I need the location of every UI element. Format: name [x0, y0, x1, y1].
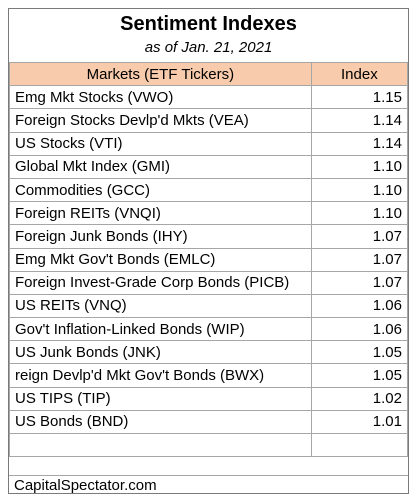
market-cell: Foreign Stocks Devlp'd Mkts (VEA) — [9, 108, 312, 133]
source-footer: CapitalSpectator.com — [9, 475, 408, 495]
table-row: Emg Mkt Stocks (VWO) 1.15 — [9, 85, 409, 110]
market-cell: Global Mkt Index (GMI) — [9, 154, 312, 179]
table-row: Commodities (GCC) 1.10 — [9, 177, 409, 203]
index-cell: 1.14 — [310, 108, 409, 133]
index-cell: 1.10 — [310, 201, 409, 226]
table-title: Sentiment Indexes — [120, 13, 297, 35]
table-row: reign Devlp'd Mkt Gov't Bonds (BWX) 1.05 — [9, 363, 409, 388]
index-cell: 1.05 — [310, 363, 409, 388]
table-row: US Stocks (VTI) 1.14 — [9, 131, 409, 156]
column-header-markets: Markets (ETF Tickers) — [9, 61, 312, 87]
market-cell: Commodities (GCC) — [9, 177, 312, 203]
table-row: US Bonds (BND) 1.01 — [9, 409, 409, 435]
column-header-index: Index — [310, 61, 409, 87]
table-row: Gov't Inflation-Linked Bonds (WIP) 1.06 — [9, 317, 409, 342]
table-row: Foreign Stocks Devlp'd Mkts (VEA) 1.14 — [9, 108, 409, 133]
market-cell: US Junk Bonds (JNK) — [9, 340, 312, 365]
market-cell: Foreign REITs (VNQI) — [9, 201, 312, 226]
table-row: US TIPS (TIP) 1.02 — [9, 386, 409, 411]
index-cell: 1.07 — [310, 224, 409, 249]
table-row: US REITs (VNQ) 1.06 — [9, 293, 409, 319]
index-cell: 1.07 — [310, 247, 409, 272]
sentiment-table: Markets (ETF Tickers) Index Emg Mkt Stoc… — [9, 61, 409, 457]
market-cell: US Stocks (VTI) — [9, 131, 312, 156]
market-cell: Emg Mkt Gov't Bonds (EMLC) — [9, 247, 312, 272]
empty-cell — [9, 433, 312, 457]
index-cell: 1.06 — [310, 317, 409, 342]
index-cell: 1.10 — [310, 154, 409, 179]
index-cell: 1.06 — [310, 293, 409, 319]
market-cell: Foreign Junk Bonds (IHY) — [9, 224, 312, 249]
table-row: Global Mkt Index (GMI) 1.10 — [9, 154, 409, 179]
market-cell: Emg Mkt Stocks (VWO) — [9, 85, 312, 110]
table-row: Foreign REITs (VNQI) 1.10 — [9, 201, 409, 226]
market-cell: Gov't Inflation-Linked Bonds (WIP) — [9, 317, 312, 342]
market-cell: US Bonds (BND) — [9, 409, 312, 435]
table-row: US Junk Bonds (JNK) 1.05 — [9, 340, 409, 365]
table-row: Foreign Invest-Grade Corp Bonds (PICB) 1.… — [9, 270, 409, 295]
market-cell: US TIPS (TIP) — [9, 386, 312, 411]
market-cell: reign Devlp'd Mkt Gov't Bonds (BWX) — [9, 363, 312, 388]
index-cell: 1.07 — [310, 270, 409, 295]
index-cell: 1.10 — [310, 177, 409, 203]
index-cell: 1.01 — [310, 409, 409, 435]
sentiment-table-frame: Sentiment Indexes as of Jan. 21, 2021 Ma… — [8, 8, 409, 494]
table-subtitle: as of Jan. 21, 2021 — [144, 39, 273, 56]
index-cell: 1.05 — [310, 340, 409, 365]
header-row: Markets (ETF Tickers) Index — [9, 61, 409, 87]
table-row: Emg Mkt Gov't Bonds (EMLC) 1.07 — [9, 247, 409, 272]
index-cell: 1.02 — [310, 386, 409, 411]
index-cell: 1.14 — [310, 131, 409, 156]
index-cell: 1.15 — [310, 85, 409, 110]
market-cell: US REITs (VNQ) — [9, 293, 312, 319]
market-cell: Foreign Invest-Grade Corp Bonds (PICB) — [9, 270, 312, 295]
empty-row — [9, 433, 409, 457]
table-row: Foreign Junk Bonds (IHY) 1.07 — [9, 224, 409, 249]
empty-cell — [310, 433, 409, 457]
